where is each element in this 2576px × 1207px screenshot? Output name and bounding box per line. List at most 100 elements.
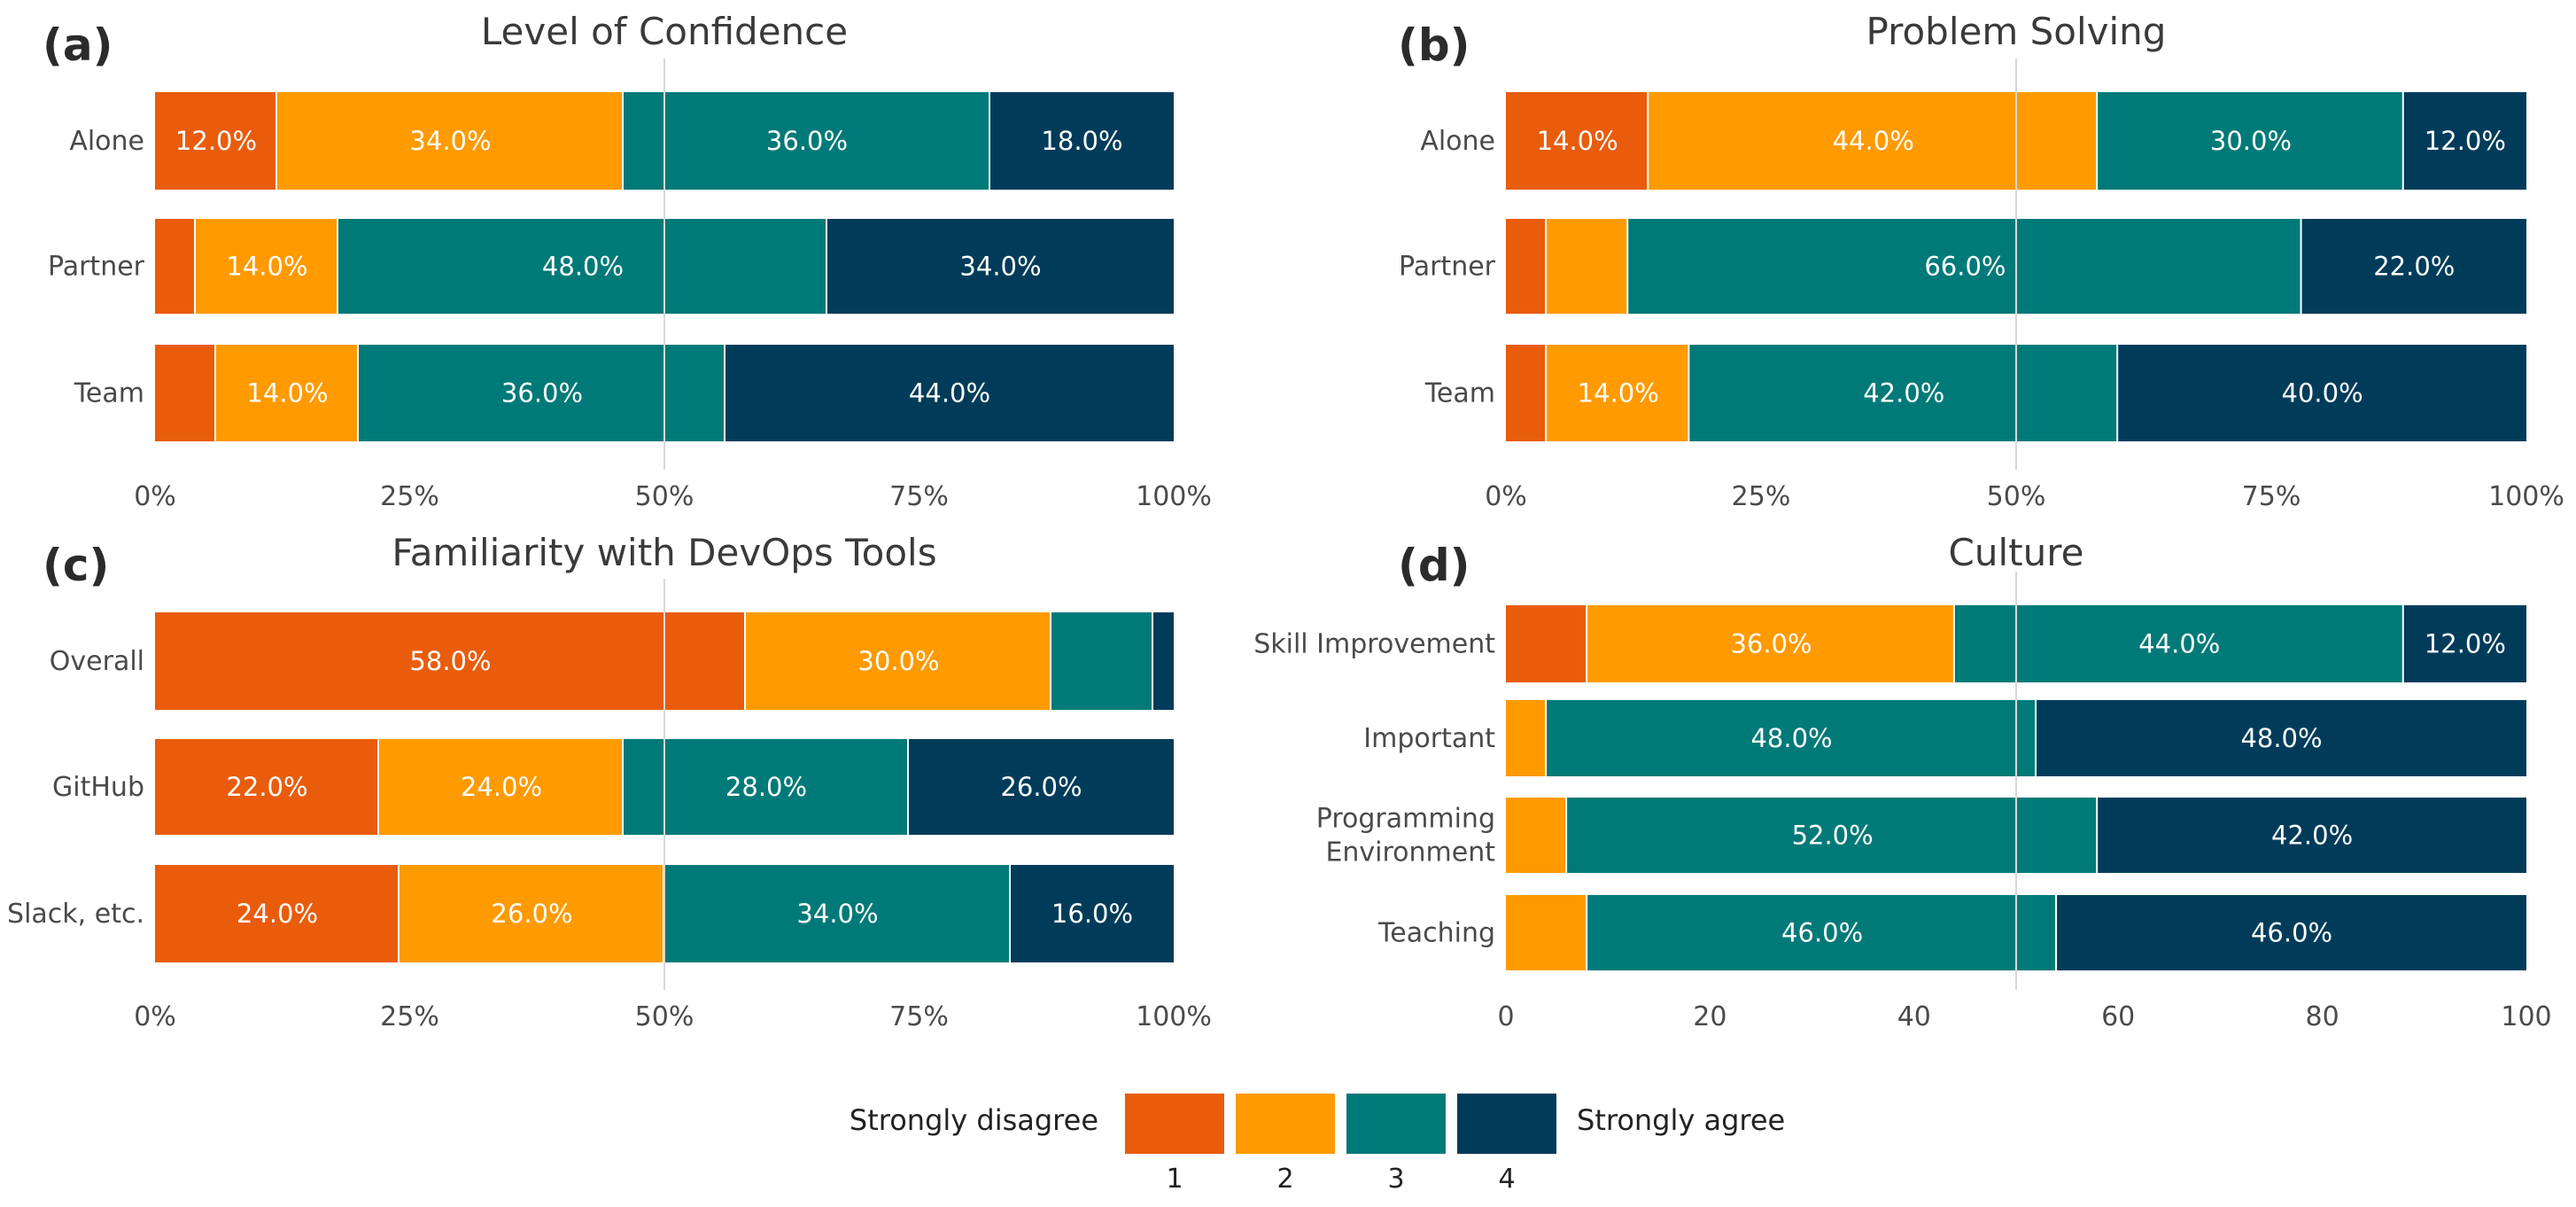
bar-value-label: 18.0% (1041, 126, 1122, 156)
bar-segment (400, 865, 663, 962)
category-label: Alone (1420, 126, 1495, 157)
bar-value-label: 44.0% (2138, 629, 2220, 659)
x-tick-label: 50% (635, 481, 694, 512)
bar-value-label: 36.0% (766, 126, 848, 156)
bar-value-label: 58.0% (409, 646, 491, 676)
bar-segment (1506, 700, 1546, 776)
legend-swatch (1125, 1094, 1224, 1154)
bar-segment (1506, 895, 1587, 970)
bar-segment (624, 92, 989, 190)
bar-value-label: 44.0% (909, 378, 990, 409)
bar-value-label: 24.0% (461, 772, 542, 802)
bar-segment (155, 865, 398, 962)
bar-value-label: 28.0% (725, 772, 807, 802)
bar-value-label: 24.0% (237, 899, 318, 929)
legend-right-label: Strongly agree (1577, 1103, 1785, 1137)
bar-value-label: 36.0% (1730, 629, 1812, 659)
panel-d: (d) Culture 36.0% 44.0% 12.0% Skill Improveme… (1253, 531, 2551, 1032)
category-label: Partner (1399, 252, 1496, 283)
chart-title: Culture (1949, 531, 2084, 574)
legend-left-label: Strongly disagree (850, 1103, 1098, 1137)
panel-letter: (b) (1398, 19, 1470, 71)
bar-segment (155, 739, 377, 835)
legend-swatch (1346, 1094, 1446, 1154)
x-tick-label: 25% (1732, 481, 1791, 512)
likert-legend: Strongly disagree 1 2 3 4 Strongly agree (850, 1094, 1785, 1195)
x-tick-label: 20 (1693, 1001, 1726, 1032)
panel-b: (b) Problem Solving 14.0% 44.0% 30.0% 12.0% Al… (1398, 10, 2564, 512)
bar-value-label: 14.0% (1578, 378, 1659, 409)
legend-level-label: 4 (1498, 1164, 1515, 1195)
bar-value-label: 12.0% (175, 126, 257, 156)
panel-a: (a) Level of Confidence 12.0% 34.0% 36.0% 18.… (43, 10, 1212, 512)
bar-value-label: 30.0% (857, 646, 939, 676)
bar-segment (2098, 92, 2402, 190)
panel-letter: (c) (43, 540, 109, 591)
bar-segment (155, 612, 744, 710)
category-label: Alone (69, 126, 144, 157)
bar-segment (1011, 865, 1174, 962)
bar-segment (2403, 92, 2526, 190)
legend-swatch (1236, 1094, 1335, 1154)
chart-title: Level of Confidence (481, 10, 848, 53)
bar-segment (1628, 219, 2301, 314)
category-label: Overall (50, 646, 144, 677)
bar-segment (1506, 345, 1546, 441)
x-tick-label: 50% (635, 1001, 694, 1032)
bar-segment (277, 92, 622, 190)
bar-value-label: 22.0% (2373, 252, 2455, 282)
x-tick-label: 0 (1497, 1001, 1514, 1032)
category-label: Important (1363, 723, 1495, 754)
bar-segment (1587, 605, 1953, 682)
bar-segment (2057, 895, 2526, 970)
chart-title: Familiarity with DevOps Tools (392, 531, 936, 574)
bar-segment (746, 612, 1050, 710)
bar-value-label: 48.0% (2240, 723, 2322, 753)
bar-segment (1689, 345, 2117, 441)
legend-level-label: 2 (1276, 1164, 1293, 1195)
bar-value-label: 12.0% (2425, 126, 2506, 156)
bar-segment (1587, 895, 2056, 970)
bar-value-label: 44.0% (1833, 126, 1914, 156)
legend-swatch (1457, 1094, 1556, 1154)
bar-value-label: 66.0% (1924, 252, 2006, 282)
bar-segment (1547, 219, 1627, 314)
bar-value-label: 12.0% (2425, 629, 2506, 659)
bar-segment (155, 345, 214, 441)
bar-segment (827, 219, 1174, 314)
bar-value-label: 42.0% (2271, 821, 2353, 851)
bar-value-label: 22.0% (226, 772, 307, 802)
bar-value-label: 48.0% (542, 252, 624, 282)
bar-segment (1153, 612, 1174, 710)
category-label: Programming (1316, 804, 1495, 835)
bar-segment (1506, 92, 1648, 190)
panel-letter: (a) (43, 19, 113, 71)
bar-value-label: 36.0% (501, 378, 583, 409)
bar-segment (2037, 700, 2526, 776)
bar-segment (990, 92, 1174, 190)
category-label: Skill Improvement (1253, 629, 1495, 660)
x-tick-label: 75% (889, 481, 949, 512)
x-tick-label: 75% (889, 1001, 949, 1032)
x-tick-label: 100% (2488, 481, 2564, 512)
bar-segment (196, 219, 337, 314)
bar-value-label: 48.0% (1750, 723, 1832, 753)
bar-value-label: 46.0% (2251, 918, 2332, 948)
x-tick-label: 25% (380, 481, 439, 512)
bar-value-label: 26.0% (491, 899, 572, 929)
bar-value-label: 34.0% (796, 899, 878, 929)
bar-value-label: 26.0% (1000, 772, 1082, 802)
bar-value-label: 14.0% (1537, 126, 1618, 156)
legend-level-label: 1 (1166, 1164, 1183, 1195)
category-label: Slack, etc. (7, 899, 144, 930)
x-tick-label: 75% (2242, 481, 2301, 512)
bar-segment (1051, 612, 1152, 710)
bar-segment (1506, 605, 1587, 682)
bar-segment (155, 92, 275, 190)
x-tick-label: 0% (134, 481, 176, 512)
category-label: Team (1424, 378, 1495, 409)
bar-segment (1567, 798, 2097, 873)
chart-title: Problem Solving (1866, 10, 2167, 53)
category-label: Teaching (1377, 918, 1495, 949)
